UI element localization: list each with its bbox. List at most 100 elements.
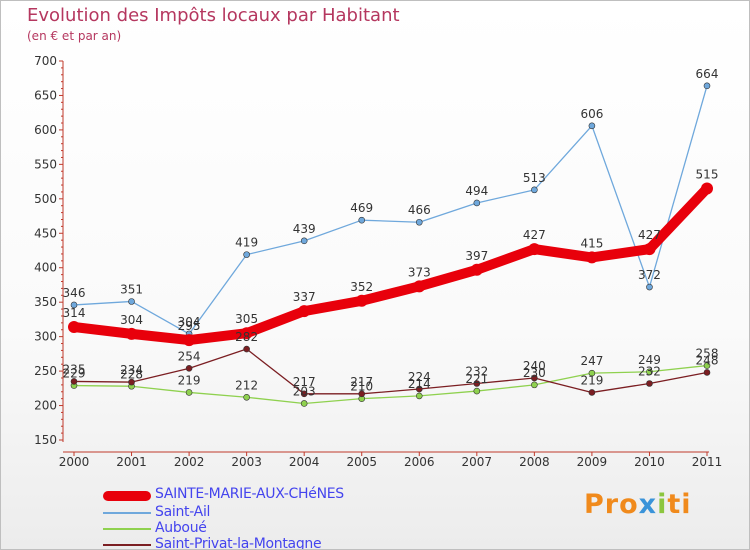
data-point xyxy=(588,122,596,130)
data-point xyxy=(588,369,596,377)
data-point xyxy=(243,251,250,258)
data-label: 258 xyxy=(696,347,719,361)
y-tick-label: 700 xyxy=(34,54,57,68)
data-point xyxy=(300,400,308,407)
data-point xyxy=(125,327,138,340)
data-point xyxy=(531,381,538,389)
data-point xyxy=(643,243,656,256)
data-point xyxy=(243,345,250,353)
series-line xyxy=(73,85,708,335)
data-label: 221 xyxy=(465,372,488,386)
data-label: 247 xyxy=(580,354,603,368)
legend-label: Saint-Privat-la-Montagne xyxy=(155,536,322,550)
data-label: 282 xyxy=(235,330,258,344)
legend-label: Saint-Ail xyxy=(155,504,211,520)
y-tick-label: 650 xyxy=(34,88,57,102)
legend-label: SAINTE-MARIE-AUX-CHéNES xyxy=(155,486,344,502)
data-point xyxy=(70,378,78,385)
y-tick-label: 600 xyxy=(34,123,57,137)
x-tick-label: 2010 xyxy=(634,455,665,469)
y-tick-label: 550 xyxy=(34,157,57,171)
data-label: 212 xyxy=(235,378,258,392)
y-tick-label: 400 xyxy=(34,261,57,275)
data-label: 210 xyxy=(350,380,373,394)
data-label: 372 xyxy=(638,268,661,282)
data-label: 419 xyxy=(235,236,258,250)
x-tick-label: 2006 xyxy=(404,455,435,469)
data-label: 415 xyxy=(580,236,603,250)
data-point xyxy=(473,380,481,387)
y-tick-label: 250 xyxy=(34,364,57,378)
data-label: 352 xyxy=(350,280,373,294)
data-point xyxy=(703,369,711,376)
data-label: 217 xyxy=(293,375,316,389)
data-point xyxy=(68,320,80,333)
data-point xyxy=(701,182,713,195)
data-label: 305 xyxy=(235,312,258,326)
y-tick-label: 300 xyxy=(34,330,57,344)
data-label: 304 xyxy=(178,315,201,329)
data-point xyxy=(473,199,481,207)
series-line xyxy=(73,364,708,405)
data-point xyxy=(646,368,653,376)
data-point xyxy=(355,294,368,307)
data-label: 373 xyxy=(408,265,431,279)
data-label: 606 xyxy=(580,107,603,121)
data-label: 427 xyxy=(638,228,661,242)
data-point xyxy=(300,237,308,245)
y-tick-label: 500 xyxy=(34,192,57,206)
data-label: 515 xyxy=(696,167,719,181)
data-label: 513 xyxy=(523,171,546,185)
data-label: 240 xyxy=(523,359,546,373)
data-label: 466 xyxy=(408,203,431,217)
data-point xyxy=(415,218,423,226)
data-label: 469 xyxy=(350,201,373,215)
x-tick-label: 2011 xyxy=(692,455,723,469)
x-tick-label: 2009 xyxy=(577,455,608,469)
data-label: 214 xyxy=(408,377,431,391)
data-label: 337 xyxy=(293,290,316,304)
data-point xyxy=(585,251,598,264)
data-label: 234 xyxy=(120,363,143,377)
x-tick-label: 2004 xyxy=(289,455,320,469)
series-line xyxy=(69,183,712,346)
x-tick-label: 2002 xyxy=(174,455,205,469)
y-tick-label: 350 xyxy=(34,295,57,309)
data-label: 254 xyxy=(178,349,201,363)
series-line xyxy=(73,348,708,395)
data-point xyxy=(528,243,541,256)
data-label: 232 xyxy=(465,364,488,378)
data-point xyxy=(646,380,653,387)
data-label: 228 xyxy=(120,367,143,381)
legend-swatch xyxy=(103,512,151,514)
data-point xyxy=(128,298,135,305)
x-tick-label: 2003 xyxy=(231,455,262,469)
legend-swatch xyxy=(103,528,151,530)
data-point xyxy=(703,362,711,369)
data-label: 224 xyxy=(408,370,431,384)
data-point xyxy=(358,390,366,398)
data-point xyxy=(415,385,423,393)
proxiti-logo: Proxiti xyxy=(584,489,692,520)
y-tick-label: 200 xyxy=(34,399,57,413)
data-point xyxy=(185,389,193,396)
data-label: 397 xyxy=(465,249,488,263)
x-tick-label: 2008 xyxy=(519,455,550,469)
data-point xyxy=(70,301,78,309)
data-label: 229 xyxy=(63,367,86,381)
data-point xyxy=(588,389,596,396)
data-point xyxy=(413,280,426,293)
legend-swatch xyxy=(103,544,151,546)
y-tick-label: 150 xyxy=(34,433,57,447)
data-point xyxy=(646,283,653,291)
data-label: 314 xyxy=(63,306,86,320)
x-tick-label: 2000 xyxy=(59,455,90,469)
data-label: 230 xyxy=(523,366,546,380)
data-label: 664 xyxy=(696,67,719,81)
y-tick-label: 450 xyxy=(34,226,57,240)
data-label: 232 xyxy=(638,364,661,378)
data-point xyxy=(128,378,135,386)
data-point xyxy=(415,392,423,400)
